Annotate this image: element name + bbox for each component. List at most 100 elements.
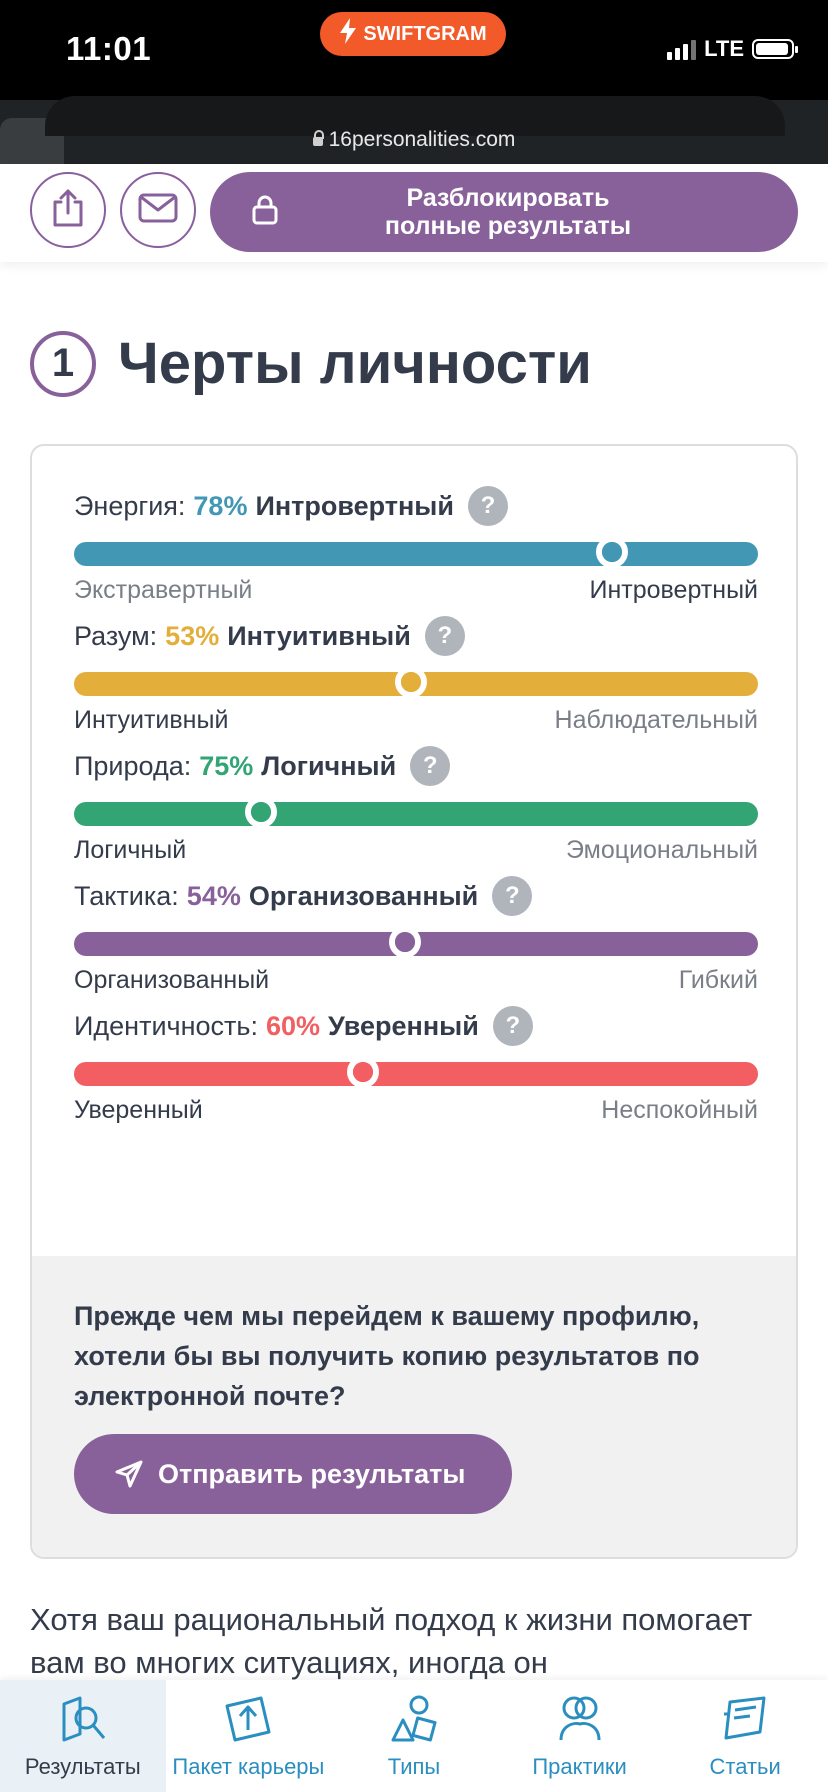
tab-career-label: Пакет карьеры	[172, 1754, 325, 1779]
swiftgram-badge[interactable]: SWIFTGRAM	[320, 12, 506, 56]
trait-marker	[245, 796, 278, 828]
tab-results-label: Результаты	[24, 1754, 141, 1779]
network-label: LTE	[704, 36, 744, 61]
trait-result: Интуитивный	[227, 620, 411, 651]
tab-practices-label: Практики	[532, 1754, 627, 1779]
trait-poles: Уверенный Неспокойный	[74, 1096, 758, 1125]
trait-marker	[395, 666, 428, 698]
articles-icon	[724, 1696, 766, 1740]
trait-dimension: Тактика:	[74, 880, 179, 911]
tab-career[interactable]: Пакет карьеры	[166, 1680, 332, 1792]
status-indicators: LTE	[667, 36, 798, 62]
tab-types-label: Типы	[387, 1754, 441, 1779]
tab-articles[interactable]: Статьи	[662, 1680, 828, 1792]
help-icon[interactable]: ?	[492, 1006, 533, 1046]
signal-icon	[667, 38, 697, 60]
status-bar: 11:01 SWIFTGRAM LTE	[0, 0, 828, 100]
url-text: 16personalities.com	[328, 128, 516, 151]
bottom-tab-bar: Результаты Пакет карьеры Типы Практики С…	[0, 1680, 828, 1792]
browser-sheet	[45, 96, 785, 136]
trait-label: Природа: 75% Логичный?	[74, 746, 758, 786]
email-prompt-text: Прежде чем мы перейдем к вашему профилю,…	[74, 1301, 700, 1411]
send-results-button[interactable]: Отправить результаты	[74, 1434, 512, 1514]
trait-pole-right: Наблюдательный	[554, 706, 758, 734]
trait-percent: 60%	[265, 1010, 321, 1041]
trait-pole-right: Гибкий	[678, 966, 758, 994]
trait-pole-left: Интуитивный	[74, 706, 229, 734]
result-toolbar: Разблокировать полные результаты	[0, 164, 828, 262]
trait-result: Организованный	[248, 880, 479, 911]
types-icon	[391, 1695, 437, 1742]
trait-row: Разум: 53% Интуитивный? Интуитивный Наблюдат…	[74, 616, 758, 735]
trait-marker	[596, 536, 629, 568]
unlock-label: Разблокировать полные результаты	[384, 184, 632, 240]
swiftgram-label: SWIFTGRAM	[363, 22, 487, 45]
career-icon	[225, 1696, 271, 1742]
trait-pole-right: Эмоциональный	[565, 836, 758, 864]
trait-poles: Интуитивный Наблюдательный	[74, 706, 758, 735]
trait-label: Энергия: 78% Интровертный?	[74, 486, 758, 526]
trait-result: Уверенный	[328, 1010, 479, 1041]
trait-label: Тактика: 54% Организованный?	[74, 876, 758, 916]
trait-row: Тактика: 54% Организованный? Организованный…	[74, 876, 758, 995]
trait-label: Разум: 53% Интуитивный?	[74, 616, 758, 656]
email-prompt: Прежде чем мы перейдем к вашему профилю,…	[32, 1256, 796, 1557]
browser-bar: 16personalities.com	[0, 96, 828, 164]
trait-row: Природа: 75% Логичный? Логичный Эмоциональны…	[74, 746, 758, 865]
trait-poles: Логичный Эмоциональный	[74, 836, 758, 865]
bolt-icon	[339, 18, 357, 50]
unlock-results-button[interactable]: Разблокировать полные результаты	[210, 172, 798, 252]
trait-marker	[347, 1056, 380, 1088]
help-icon[interactable]: ?	[410, 746, 451, 786]
trait-dimension: Разум:	[74, 620, 158, 651]
trait-result: Логичный	[261, 750, 397, 781]
share-icon	[49, 188, 87, 233]
trait-label: Идентичность: 60% Уверенный?	[74, 1006, 758, 1046]
trait-percent: 75%	[199, 750, 254, 781]
tab-practices[interactable]: Практики	[497, 1680, 663, 1792]
trait-row: Идентичность: 60% Уверенный? Уверенный Неспо…	[74, 1006, 758, 1125]
trait-pole-left: Экстравертный	[74, 576, 253, 604]
tab-results[interactable]: Результаты	[0, 1680, 166, 1792]
page-title: Черты личности	[118, 331, 592, 396]
padlock-icon	[252, 195, 278, 230]
share-button[interactable]	[30, 172, 106, 248]
trait-bar	[74, 666, 758, 698]
trait-pole-right: Интровертный	[589, 576, 758, 604]
trait-percent: 54%	[186, 880, 241, 911]
section-number: 1	[30, 330, 96, 397]
trait-pole-right: Неспокойный	[601, 1096, 758, 1124]
trait-bar	[74, 1056, 758, 1088]
mail-icon	[138, 193, 178, 228]
trait-bar	[74, 926, 758, 958]
trait-result: Интровертный	[255, 490, 454, 521]
trait-poles: Экстравертный Интровертный	[74, 576, 758, 605]
trait-dimension: Идентичность:	[74, 1010, 258, 1041]
trait-percent: 78%	[193, 490, 248, 521]
trait-pole-left: Логичный	[74, 836, 187, 864]
trait-bar	[74, 536, 758, 568]
trait-pole-left: Уверенный	[74, 1096, 203, 1124]
help-icon[interactable]: ?	[424, 616, 465, 656]
traits-card: Энергия: 78% Интровертный? Экстравертный Инт…	[30, 444, 798, 1559]
practices-icon	[559, 1696, 601, 1741]
tab-articles-label: Статьи	[709, 1754, 781, 1779]
email-button[interactable]	[120, 172, 196, 248]
trait-row: Энергия: 78% Интровертный? Экстравертный Инт…	[74, 486, 758, 605]
lock-icon	[312, 130, 324, 146]
trait-poles: Организованный Гибкий	[74, 966, 758, 995]
send-results-label: Отправить результаты	[158, 1458, 466, 1489]
help-icon[interactable]: ?	[492, 876, 533, 916]
trait-pole-left: Организованный	[74, 966, 270, 994]
battery-icon	[752, 39, 798, 59]
tab-types[interactable]: Типы	[331, 1680, 497, 1792]
section-heading: 1 Черты личности	[30, 330, 592, 397]
status-time: 11:01	[66, 30, 152, 67]
help-icon[interactable]: ?	[467, 486, 508, 526]
url-bar[interactable]: 16personalities.com	[0, 128, 828, 152]
trait-dimension: Природа:	[74, 750, 192, 781]
results-icon	[62, 1696, 105, 1742]
description-text: Хотя ваш рациональный подход к жизни пом…	[30, 1602, 753, 1680]
trait-percent: 53%	[165, 620, 220, 651]
trait-dimension: Энергия:	[74, 490, 186, 521]
